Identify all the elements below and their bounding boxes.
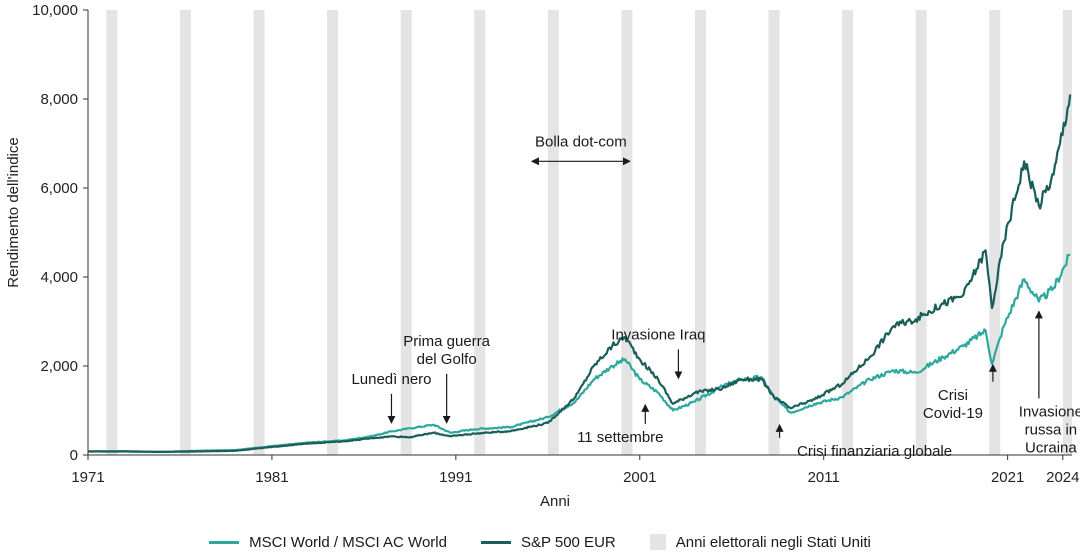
annotation-label: Bolla dot-com [535,133,627,150]
election-band-2016 [915,10,927,455]
annotation-label: del Golfo [417,351,477,368]
election-band-2024 [1062,10,1072,455]
annotation-label: Crisi [938,387,968,404]
election-band-2020 [989,10,1001,455]
x-tick-label: 1991 [439,469,472,486]
legend-label-election-years: Anni elettorali negli Stati Uniti [675,533,871,551]
axes: 0 2,000 4,000 6,000 8,000 10,000 1971 1981 1991 2… [5,2,1079,510]
election-band-2000 [621,10,633,455]
annotation-label: 11 settembre [577,429,663,446]
y-tick-label: 6,000 [40,180,78,197]
x-tick-label: 2001 [623,469,656,486]
y-tick-label: 2,000 [40,358,78,375]
legend-swatch-msci [209,540,240,544]
annotation-label: Prima guerra [403,333,490,350]
election-band-1988 [400,10,412,455]
legend-item-msci: MSCI World / MSCI AC World [209,534,447,551]
election-band-1984 [327,10,339,455]
x-tick-label: 2011 [808,469,840,486]
annotation-label: Invasione [1019,403,1080,420]
x-tick-label: 2024 [1046,469,1079,486]
x-tick-label: 1981 [255,469,288,486]
y-tick-label: 4,000 [40,269,78,286]
election-band-2004 [694,10,706,455]
x-tick-label: 2021 [991,469,1024,486]
x-axis-title: Anni [540,493,570,510]
x-tick-label: 1971 [71,469,104,486]
series-line-sp500-eur [88,94,1072,453]
annotation-label: Ucraina [1025,439,1077,456]
chart-area: 0 2,000 4,000 6,000 8,000 10,000 1971 1981 1991 2… [5,2,1080,510]
y-tick-label: 8,000 [40,91,78,108]
annotation-label: Invasione Iraq [611,326,705,343]
legend: MSCI World / MSCI AC World S&P 500 EUR A… [0,530,1080,554]
election-band-1992 [474,10,486,455]
legend-label-sp500: S&P 500 EUR [520,533,616,551]
election-band-1976 [179,10,191,455]
legend-item-election-years: Anni elettorali negli Stati Uniti [649,533,871,551]
annotation-label: russa in [1025,421,1078,438]
annotation-label: Lunedì nero [351,371,431,388]
election-band-2008 [768,10,780,455]
election-year-bands [106,10,1072,455]
y-axis-title: Rendimento dell'indice [5,137,22,287]
election-band-1980 [253,10,265,455]
y-tick-label: 10,000 [32,2,78,19]
series-lines [88,94,1072,453]
election-band-2012 [842,10,854,455]
legend-swatch-election-years [649,534,666,550]
legend-item-sp500: S&P 500 EUR [480,533,616,551]
legend-label-msci: MSCI World / MSCI AC World [249,533,447,551]
election-band-1996 [547,10,559,455]
annotation-label: Crisi finanziaria globale [797,443,952,460]
annotation-label: Covid-19 [923,405,983,422]
election-band-1972 [106,10,118,455]
y-tick-label: 0 [70,447,78,464]
legend-swatch-sp500 [480,540,511,544]
